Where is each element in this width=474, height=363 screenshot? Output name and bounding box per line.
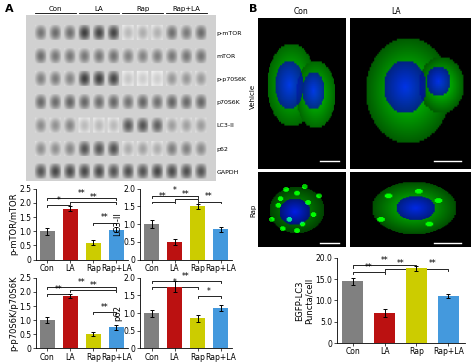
- Text: A: A: [5, 4, 13, 14]
- Text: p70S6K: p70S6K: [217, 100, 240, 105]
- Text: Con: Con: [48, 5, 62, 12]
- Text: **: **: [90, 281, 97, 290]
- Text: mTOR: mTOR: [217, 54, 236, 59]
- Text: **: **: [90, 193, 97, 202]
- Bar: [109, 230, 124, 260]
- Bar: [40, 231, 55, 260]
- Text: p-p70S6K: p-p70S6K: [217, 77, 246, 82]
- Text: Rap: Rap: [136, 5, 149, 12]
- Bar: [167, 242, 182, 260]
- Text: **: **: [78, 278, 86, 286]
- Bar: [86, 242, 101, 260]
- Bar: [342, 281, 363, 343]
- Bar: [40, 320, 55, 348]
- Text: **: **: [365, 263, 373, 272]
- Y-axis label: p-p70S6K/p70S6K: p-p70S6K/p70S6K: [9, 276, 18, 351]
- Text: Con: Con: [293, 7, 309, 16]
- Text: LC3-II: LC3-II: [217, 123, 235, 129]
- Bar: [86, 334, 101, 348]
- Text: **: **: [55, 285, 63, 294]
- Text: **: **: [159, 192, 167, 201]
- Bar: [63, 296, 78, 348]
- Bar: [190, 318, 205, 348]
- Text: p-mTOR: p-mTOR: [217, 30, 242, 36]
- Bar: [144, 313, 159, 348]
- Text: Vehicle: Vehicle: [250, 83, 256, 109]
- Bar: [109, 327, 124, 348]
- Bar: [144, 224, 159, 260]
- Text: **: **: [101, 213, 109, 223]
- Text: Rap+LA: Rap+LA: [173, 5, 201, 12]
- Text: **: **: [182, 272, 190, 281]
- Text: B: B: [249, 4, 257, 14]
- Text: LA: LA: [391, 7, 401, 16]
- Text: Rap: Rap: [250, 204, 256, 217]
- Text: GAPDH: GAPDH: [217, 170, 239, 175]
- Bar: [63, 209, 78, 260]
- Text: LA: LA: [95, 5, 103, 12]
- Y-axis label: LC3-II: LC3-II: [113, 212, 122, 236]
- Text: **: **: [381, 256, 389, 265]
- Text: *: *: [173, 187, 176, 196]
- Bar: [213, 229, 228, 260]
- Bar: [438, 296, 459, 343]
- Bar: [167, 286, 182, 348]
- Text: *: *: [57, 196, 61, 205]
- Text: *: *: [207, 287, 211, 296]
- Bar: [406, 268, 427, 343]
- Y-axis label: EGFP-LC3
Puncta/cell: EGFP-LC3 Puncta/cell: [295, 277, 314, 323]
- Text: *: *: [173, 278, 176, 286]
- Bar: [374, 313, 395, 343]
- Text: **: **: [428, 260, 436, 268]
- Text: **: **: [78, 189, 86, 197]
- Y-axis label: p62: p62: [113, 305, 122, 321]
- Text: p62: p62: [217, 147, 228, 151]
- Y-axis label: p-mTOR/mTOR: p-mTOR/mTOR: [9, 193, 18, 256]
- Text: **: **: [205, 192, 213, 201]
- Bar: [213, 308, 228, 348]
- Bar: [190, 207, 205, 260]
- Text: **: **: [182, 190, 190, 199]
- Text: **: **: [397, 260, 404, 268]
- Text: **: **: [101, 303, 109, 312]
